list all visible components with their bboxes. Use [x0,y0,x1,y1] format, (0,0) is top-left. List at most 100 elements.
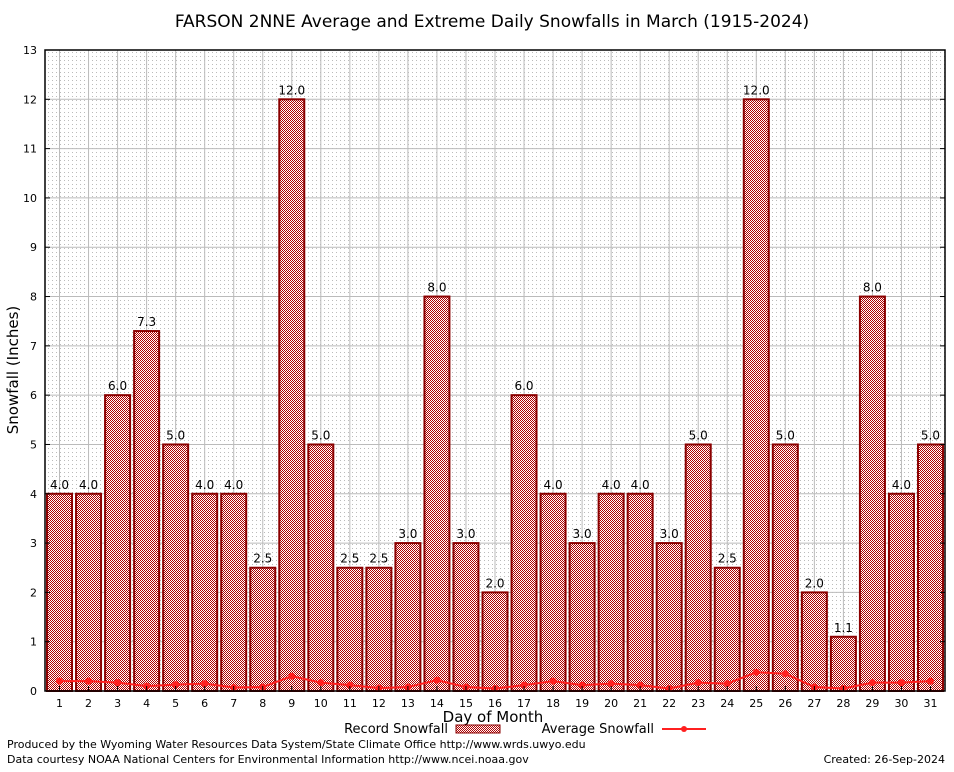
average-point [346,681,354,689]
x-tick-label: 23 [691,697,705,710]
record-bar [568,542,596,692]
average-point [694,679,702,687]
bar-value-label: 4.0 [602,478,621,492]
y-tick-label: 4 [30,488,37,501]
bar-value-label: 2.5 [369,552,388,566]
record-bar [510,394,538,692]
x-tick-label: 16 [488,697,502,710]
bar-value-label: 2.5 [340,552,359,566]
record-bar [916,443,944,693]
y-tick-label: 6 [30,389,37,402]
bar-value-label: 4.0 [892,478,911,492]
record-bar [713,566,741,693]
bar-value-label: 4.0 [195,478,214,492]
record-bar [220,492,248,692]
x-tick-label: 26 [778,697,792,710]
y-tick-label: 3 [30,537,37,550]
average-point [56,677,64,685]
chart-title: FARSON 2NNE Average and Extreme Daily Sn… [175,12,809,32]
x-tick-label: 29 [865,697,879,710]
y-tick-label: 7 [30,340,37,353]
bar-value-label: 5.0 [311,428,330,442]
average-point [607,680,615,688]
record-bar [858,295,886,692]
bar-value-label: 4.0 [50,478,69,492]
x-tick-label: 10 [314,697,328,710]
x-axis-label: Day of Month [443,708,544,726]
x-tick-label: 21 [633,697,647,710]
x-tick-label: 8 [259,697,266,710]
bar-value-label: 2.0 [805,576,824,590]
bar-value-label: 4.0 [224,478,243,492]
x-tick-label: 28 [836,697,850,710]
y-tick-label: 8 [30,291,37,304]
average-point [172,681,180,689]
average-point [114,679,122,687]
average-point [520,681,528,689]
legend-record-swatch [455,724,501,734]
record-bar [423,295,451,692]
bar-value-label: 5.0 [689,428,708,442]
y-tick-label: 0 [30,685,37,698]
record-bar [481,591,509,693]
footer-created: Created: 26-Sep-2024 [824,753,945,766]
bar-value-label: 5.0 [166,428,185,442]
bar-value-label: 4.0 [631,478,650,492]
bar-value-label: 3.0 [456,527,475,541]
record-bar [133,330,161,692]
record-bar [307,443,335,693]
bar-value-label: 3.0 [660,527,679,541]
x-tick-label: 15 [459,697,473,710]
record-bar [278,98,306,693]
record-bar [75,492,103,692]
x-tick-label: 25 [749,697,763,710]
record-bar [742,98,770,693]
record-bar [46,492,74,692]
record-bar [626,492,654,692]
bar-value-label: 8.0 [427,281,446,295]
bar-value-label: 3.0 [573,527,592,541]
bar-value-label: 2.5 [253,552,272,566]
x-tick-label: 22 [662,697,676,710]
x-tick-label: 2 [85,697,92,710]
x-tick-label: 30 [894,697,908,710]
record-bar [539,492,567,692]
bars: 4.0 4.0 6.0 7.3 5.0 4.0 4.0 2.5 12.0 5.0 2.5 2.5 3.0… [46,83,944,693]
bar-value-label: 4.0 [79,478,98,492]
bar-value-label: 1.1 [834,621,853,635]
record-bar [191,492,219,692]
average-point [578,681,586,689]
record-bar [655,542,683,692]
bar-value-label: 4.0 [544,478,563,492]
record-bar [887,492,915,692]
y-axis-label: Snowfall (Inches) [4,306,22,434]
average-point [549,677,557,685]
record-bar [249,566,277,693]
x-tick-label: 11 [343,697,357,710]
average-point [868,679,876,687]
x-tick-label: 13 [401,697,415,710]
average-point [636,681,644,689]
x-tick-label: 14 [430,697,444,710]
x-tick-label: 5 [172,697,179,710]
x-tick-label: 4 [143,697,150,710]
record-bar [365,566,393,693]
y-tick-label: 5 [30,438,37,451]
x-tick-label: 27 [807,697,821,710]
y-tick-label: 1 [30,636,37,649]
average-point [723,680,731,688]
average-point [85,677,93,685]
x-tick-label: 6 [201,697,208,710]
bar-value-label: 2.5 [718,552,737,566]
y-tick-label: 10 [23,192,37,205]
average-point [897,679,905,687]
average-point [317,679,325,687]
x-tick-label: 18 [546,697,560,710]
average-point [288,672,296,680]
bar-value-label: 5.0 [776,428,795,442]
record-bar [684,443,712,693]
y-tick-label: 13 [23,44,37,57]
x-tick-label: 24 [720,697,734,710]
average-point [781,670,789,678]
